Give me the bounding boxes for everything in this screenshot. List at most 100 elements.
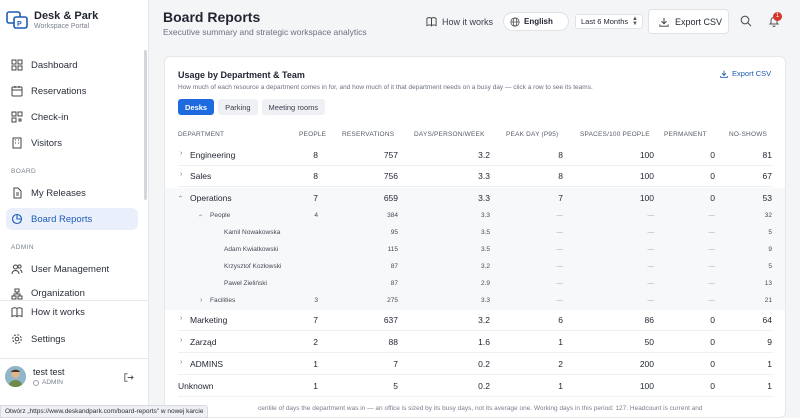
column-header[interactable]: PEAK DAY (P95) bbox=[506, 131, 559, 138]
sidebar-item-dashboard[interactable]: Dashboard bbox=[6, 54, 138, 76]
sidebar-item-my-releases[interactable]: My Releases bbox=[6, 182, 138, 204]
chevron-right-icon[interactable]: › bbox=[180, 359, 183, 366]
users-icon bbox=[11, 264, 23, 275]
cell-peak: — bbox=[556, 297, 564, 304]
chevron-down-icon[interactable]: › bbox=[177, 195, 185, 198]
card-export-csv-link[interactable]: Export CSV bbox=[720, 69, 771, 78]
table-subrow[interactable]: › People 4 384 3.3 — — — 32 bbox=[165, 208, 785, 225]
table-row[interactable]: › ADMINS 1 7 0.2 2 200 0 1 bbox=[165, 354, 785, 374]
cell-dpw: 3.3 bbox=[480, 297, 490, 304]
cell-spaces: — bbox=[647, 229, 655, 236]
sidebar-item-board-reports[interactable]: Board Reports bbox=[6, 208, 138, 230]
table-subrow[interactable]: Krzysztof Kozłowski 87 3.2 — — — 5 bbox=[165, 259, 785, 276]
chevron-right-icon[interactable]: › bbox=[180, 315, 183, 322]
cell-perm: 0 bbox=[710, 315, 715, 325]
export-csv-button[interactable]: Export CSV bbox=[648, 9, 729, 34]
tab-desks[interactable]: Desks bbox=[178, 99, 215, 115]
cell-noshow: 9 bbox=[767, 337, 772, 347]
sidebar-item-user-management[interactable]: User Management bbox=[6, 258, 138, 280]
table-subrow[interactable]: › Facilities 3 275 3.3 — — — 21 bbox=[165, 293, 785, 310]
sidebar-item-visitors[interactable]: Visitors bbox=[6, 132, 138, 154]
period-select[interactable]: Last 6 Months ▲ ▼ bbox=[575, 14, 643, 29]
cell-dpw: 3.2 bbox=[478, 150, 490, 160]
cell-dpw: 2.9 bbox=[480, 280, 490, 287]
chevron-right-icon[interactable]: › bbox=[180, 337, 183, 344]
cell-peak: — bbox=[556, 280, 564, 287]
row-name: Engineering bbox=[190, 150, 236, 160]
book-icon bbox=[11, 307, 23, 318]
sidebar-item-label: User Management bbox=[31, 263, 110, 275]
column-header[interactable]: SPACES/100 PEOPLE bbox=[580, 131, 650, 138]
column-header[interactable]: PERMANENT bbox=[664, 131, 707, 138]
cell-noshow: 32 bbox=[764, 212, 772, 219]
user-role: ADMIN bbox=[33, 379, 65, 386]
chevron-down-icon[interactable]: › bbox=[197, 214, 205, 217]
row-name: Krzysztof Kozłowski bbox=[224, 263, 282, 270]
column-header[interactable]: DAYS/PERSON/WEEK bbox=[414, 131, 485, 138]
cell-perm: — bbox=[708, 212, 716, 219]
brand-sub: Workspace Portal bbox=[34, 22, 90, 30]
globe-icon bbox=[510, 16, 520, 27]
sidebar-scrollbar[interactable] bbox=[144, 50, 147, 200]
how-it-works-button[interactable]: How it works bbox=[426, 16, 493, 27]
tab-meeting-rooms[interactable]: Meeting rooms bbox=[261, 99, 326, 115]
table-subrow[interactable]: Kamil Nowakowska 95 3.5 — — — 5 bbox=[165, 225, 785, 242]
row-name: Adam Kwiatkowski bbox=[224, 246, 279, 253]
chevron-right-icon[interactable]: › bbox=[180, 171, 183, 178]
chevron-right-icon[interactable]: › bbox=[180, 150, 183, 157]
column-header[interactable]: NO-SHOWS bbox=[729, 131, 768, 138]
cell-peak: 6 bbox=[558, 315, 563, 325]
brand[interactable]: P Desk & Park Workspace Portal bbox=[6, 9, 98, 31]
table-row[interactable]: › Zarząd 2 88 1.6 1 50 0 9 bbox=[165, 332, 785, 352]
cell-peak: — bbox=[556, 263, 564, 270]
cell-spaces: — bbox=[647, 280, 655, 287]
user-role-label: ADMIN bbox=[42, 379, 63, 386]
user-profile[interactable]: test test ADMIN bbox=[5, 366, 65, 387]
cell-perm: 0 bbox=[710, 150, 715, 160]
column-header[interactable]: DEPARTMENT bbox=[178, 131, 225, 138]
row-divider bbox=[178, 374, 773, 375]
sidebar-item-checkin[interactable]: Check-in bbox=[6, 106, 138, 128]
svg-text:P: P bbox=[17, 21, 22, 28]
sidebar-item-reservations[interactable]: Reservations bbox=[6, 80, 138, 102]
column-header[interactable]: PEOPLE bbox=[299, 131, 327, 138]
cell-people: 3 bbox=[314, 297, 318, 304]
chevron-right-icon[interactable]: › bbox=[200, 297, 203, 304]
cell-peak: 8 bbox=[558, 171, 563, 181]
export-csv-label: Export CSV bbox=[675, 16, 723, 27]
table-row[interactable]: › Operations 7 659 3.3 7 100 0 53 bbox=[165, 188, 785, 208]
sidebar-item-how-it-works[interactable]: How it works bbox=[6, 301, 138, 323]
cell-noshow: 64 bbox=[762, 315, 772, 325]
organization-icon bbox=[11, 288, 23, 300]
column-header[interactable]: RESERVATIONS bbox=[342, 131, 395, 138]
table-subrow[interactable]: Adam Kwiatkowski 115 3.5 — — — 9 bbox=[165, 242, 785, 259]
language-selector[interactable]: English bbox=[503, 12, 569, 31]
table-row[interactable]: › Marketing 7 637 3.2 6 86 0 64 bbox=[165, 310, 785, 330]
how-it-works-label: How it works bbox=[442, 16, 494, 27]
building-icon bbox=[12, 137, 22, 149]
cell-perm: — bbox=[708, 297, 716, 304]
cell-res: 87 bbox=[390, 280, 398, 287]
sidebar-item-organization[interactable]: Organization bbox=[6, 284, 138, 300]
table-row[interactable]: Unknown 1 5 0.2 1 100 0 1 bbox=[165, 376, 785, 396]
cell-noshow: 67 bbox=[762, 171, 772, 181]
cell-res: 756 bbox=[383, 171, 398, 181]
row-divider bbox=[178, 352, 773, 353]
select-arrows-icon: ▲ ▼ bbox=[632, 16, 638, 27]
table-row[interactable]: › Engineering 8 757 3.2 8 100 0 81 bbox=[165, 145, 785, 165]
search-icon[interactable] bbox=[740, 15, 752, 27]
table-subrow[interactable]: Paweł Zieliński 87 2.9 — — — 13 bbox=[165, 276, 785, 293]
tab-parking[interactable]: Parking bbox=[218, 99, 258, 115]
cell-peak: 1 bbox=[558, 337, 563, 347]
period-value: Last 6 Months bbox=[581, 17, 629, 26]
table-row[interactable]: › Sales 8 756 3.3 8 100 0 67 bbox=[165, 166, 785, 186]
row-divider bbox=[178, 186, 773, 187]
cell-spaces: 100 bbox=[639, 171, 654, 181]
cell-peak: 2 bbox=[558, 359, 563, 369]
sidebar-item-label: My Releases bbox=[31, 187, 86, 199]
logout-icon[interactable] bbox=[123, 372, 134, 383]
cell-spaces: — bbox=[647, 297, 655, 304]
sidebar-item-settings[interactable]: Settings bbox=[6, 328, 138, 350]
cell-dpw: 0.2 bbox=[478, 359, 490, 369]
cell-spaces: 200 bbox=[639, 359, 654, 369]
